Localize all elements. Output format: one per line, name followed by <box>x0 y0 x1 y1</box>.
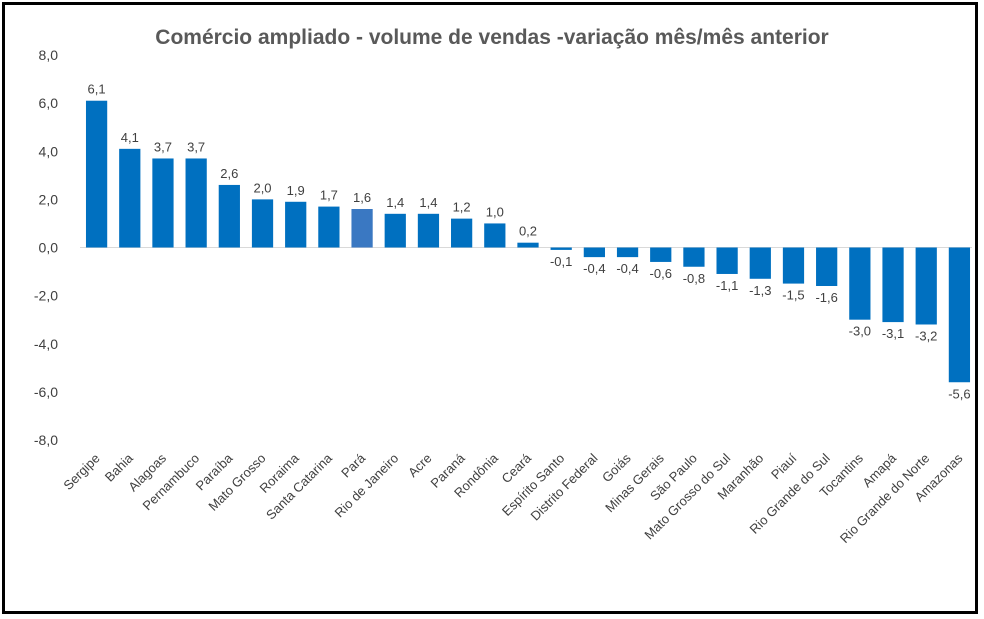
bar-10 <box>417 213 440 248</box>
bar-16 <box>616 247 639 258</box>
bar-22 <box>816 247 838 286</box>
bar-6 <box>285 201 307 248</box>
data-label: -5,6 <box>948 386 970 401</box>
y-tick-label: 4,0 <box>39 143 59 159</box>
bar-24 <box>882 247 904 323</box>
bar-18 <box>683 247 705 267</box>
bar-15 <box>583 247 605 258</box>
bar-13 <box>517 242 539 248</box>
data-label: -0,4 <box>616 261 638 276</box>
chart-title: Comércio ampliado - volume de vendas -va… <box>155 26 829 49</box>
y-tick-label: 2,0 <box>39 191 59 207</box>
data-label: 3,7 <box>187 139 205 154</box>
data-label: 2,6 <box>220 166 238 181</box>
data-label: -1,6 <box>815 290 837 305</box>
y-tick-label: -4,0 <box>34 336 58 352</box>
x-tick-label: Acre <box>405 451 435 481</box>
data-label: -1,1 <box>716 278 738 293</box>
data-label: 1,7 <box>320 188 338 203</box>
bar-25 <box>915 247 937 325</box>
y-tick-label: -6,0 <box>34 384 58 400</box>
bar-9 <box>384 213 406 248</box>
data-label: -1,3 <box>749 283 771 298</box>
data-label: 1,4 <box>419 195 437 210</box>
x-axis: Sergipe BahiaAlagoasPernambucoParaíbaMato… <box>60 450 965 546</box>
bar-14 <box>550 247 572 250</box>
bar-21 <box>782 247 805 284</box>
data-labels: 6,1 4,1 3,7 3,7 2,6 2,0 1,9 1,7 1,6 1,4 1,4 1,2 1,0 0… <box>88 82 971 402</box>
bar-20 <box>749 247 771 279</box>
bar-26 <box>948 247 971 383</box>
y-tick-label: 0,0 <box>39 240 59 256</box>
bar-11 <box>451 218 473 248</box>
bar-8 <box>351 209 373 248</box>
data-label: -0,1 <box>550 254 572 269</box>
data-label: -0,6 <box>650 266 672 281</box>
data-label: 1,4 <box>386 195 404 210</box>
data-label: 1,0 <box>486 204 504 219</box>
data-label: -0,8 <box>683 271 705 286</box>
y-tick-label: 6,0 <box>39 95 59 111</box>
bar-12 <box>484 223 506 248</box>
bar-5 <box>251 199 274 248</box>
bar-2 <box>152 158 174 248</box>
y-tick-label: -2,0 <box>34 288 58 304</box>
data-label: -3,1 <box>882 326 904 341</box>
data-label: 0,2 <box>519 224 537 239</box>
data-label: 1,6 <box>353 190 371 205</box>
bars <box>85 100 971 383</box>
data-label: 2,0 <box>253 180 271 195</box>
data-label: 4,1 <box>121 130 139 145</box>
bar-0 <box>85 100 108 248</box>
data-label: 6,1 <box>88 82 106 97</box>
bar-7 <box>318 206 340 248</box>
data-label: -3,0 <box>849 324 871 339</box>
bar-4 <box>218 184 240 248</box>
data-label: 1,2 <box>453 200 471 215</box>
bar-1 <box>119 148 141 248</box>
y-tick-label: 8,0 <box>39 47 59 63</box>
y-axis: 8,0 6,0 4,0 2,0 0,0 -2,0 -4,0 -6,0 -8,0 <box>34 47 58 448</box>
y-tick-label: -8,0 <box>34 432 58 448</box>
bar-3 <box>185 158 207 248</box>
bar-19 <box>716 247 738 274</box>
x-tick-label: Sergipe <box>60 451 102 493</box>
data-label: -0,4 <box>583 261 605 276</box>
data-label: -3,2 <box>915 329 937 344</box>
data-label: 3,7 <box>154 139 172 154</box>
bar-17 <box>650 247 672 262</box>
bar-23 <box>849 247 871 320</box>
data-label: -1,5 <box>782 288 804 303</box>
data-label: 1,9 <box>287 183 305 198</box>
